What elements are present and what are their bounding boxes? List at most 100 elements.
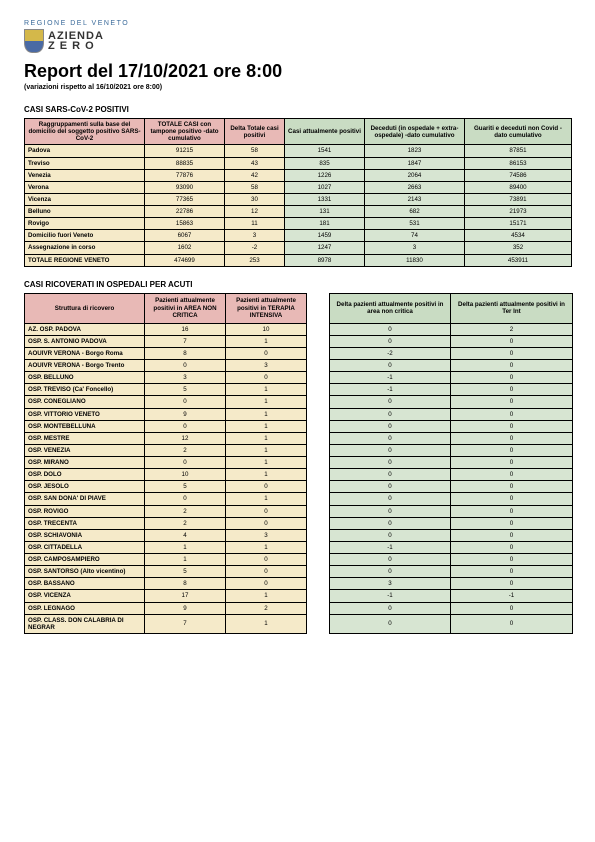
- cell: 8: [145, 347, 226, 359]
- table-row: OSP. JESOLO50: [25, 481, 307, 493]
- cell: 0: [226, 347, 307, 359]
- cell: 9: [145, 602, 226, 614]
- table-header: Delta Totale casi positivi: [225, 119, 285, 145]
- cell: 2143: [365, 193, 465, 205]
- cell: 4534: [465, 230, 572, 242]
- cell: 11: [225, 218, 285, 230]
- section-title-casi-positivi: CASI SARS-CoV-2 POSITIVI: [24, 105, 571, 114]
- table-row: OSP. MESTRE121: [25, 432, 307, 444]
- table-header: Guariti e deceduti non Covid - dato cumu…: [465, 119, 572, 145]
- row-label: Venezia: [25, 169, 145, 181]
- cell: 0: [451, 505, 573, 517]
- cell: 474699: [145, 254, 225, 266]
- cell: 88835: [145, 157, 225, 169]
- cell: 2663: [365, 181, 465, 193]
- cell: 1: [226, 469, 307, 481]
- cell: 86153: [465, 157, 572, 169]
- row-label: AOUIVR VERONA - Borgo Roma: [25, 347, 145, 359]
- cell: -2: [225, 242, 285, 254]
- row-label: OSP. VENEZIA: [25, 444, 145, 456]
- table-row: OSP. VENEZIA21: [25, 444, 307, 456]
- cell: 0: [226, 372, 307, 384]
- row-label: OSP. CONEGLIANO: [25, 396, 145, 408]
- cell: 17: [145, 590, 226, 602]
- table-row: Venezia77876421226206474586: [25, 169, 572, 181]
- table-row: 00: [330, 493, 573, 505]
- table-row: AOUIVR VERONA - Borgo Trento03: [25, 360, 307, 372]
- table-casi-positivi: Raggruppamenti sulla base del domicilio …: [24, 118, 572, 267]
- cell: 5: [145, 481, 226, 493]
- cell: 0: [226, 517, 307, 529]
- cell: 682: [365, 206, 465, 218]
- cell: 1: [226, 541, 307, 553]
- cell: 0: [330, 457, 451, 469]
- cell: 58: [225, 145, 285, 157]
- cell: 1459: [285, 230, 365, 242]
- cell: 3: [365, 242, 465, 254]
- cell: 1: [226, 396, 307, 408]
- cell: 0: [226, 481, 307, 493]
- row-label: Verona: [25, 181, 145, 193]
- cell: 7: [145, 335, 226, 347]
- cell: 1: [226, 420, 307, 432]
- row-label: OSP. MIRANO: [25, 457, 145, 469]
- cell: -1: [330, 590, 451, 602]
- cell: 3: [330, 578, 451, 590]
- table-row: OSP. VICENZA171: [25, 590, 307, 602]
- table-header: Pazienti attualmente positivi in AREA NO…: [145, 293, 226, 323]
- cell: 3: [145, 372, 226, 384]
- cell: 0: [451, 396, 573, 408]
- cell: 0: [330, 493, 451, 505]
- table-row: OSP. CAMPOSAMPIERO10: [25, 554, 307, 566]
- row-label: OSP. LEGNAGO: [25, 602, 145, 614]
- cell: 1: [226, 614, 307, 633]
- page-subtitle: (variazioni rispetto al 16/10/2021 ore 8…: [24, 84, 571, 91]
- cell: 453911: [465, 254, 572, 266]
- cell: 1: [226, 444, 307, 456]
- cell: 0: [451, 457, 573, 469]
- table-header: Deceduti (in ospedale + extra-ospedale) …: [365, 119, 465, 145]
- cell: 3: [226, 529, 307, 541]
- cell: 1027: [285, 181, 365, 193]
- cell: 89400: [465, 181, 572, 193]
- table-header: TOTALE CASI con tampone positivo -dato c…: [145, 119, 225, 145]
- cell: 0: [451, 566, 573, 578]
- table-row: 00: [330, 602, 573, 614]
- cell: 0: [145, 360, 226, 372]
- cell: 93090: [145, 181, 225, 193]
- cell: 1226: [285, 169, 365, 181]
- row-label: Assegnazione in corso: [25, 242, 145, 254]
- table-row: -20: [330, 347, 573, 359]
- table-row: OSP. S. ANTONIO PADOVA71: [25, 335, 307, 347]
- cell: 16: [145, 323, 226, 335]
- table-row: OSP. MIRANO01: [25, 457, 307, 469]
- table-row: OSP. MONTEBELLUNA01: [25, 420, 307, 432]
- row-label: Domicilio fuori Veneto: [25, 230, 145, 242]
- cell: 1247: [285, 242, 365, 254]
- logo-text: AZIENDA Z E R O: [48, 31, 104, 52]
- cell: 0: [226, 566, 307, 578]
- table-row: OSP. ROVIGO20: [25, 505, 307, 517]
- logo: AZIENDA Z E R O: [24, 29, 571, 53]
- cell: 1: [226, 384, 307, 396]
- cell: 10: [145, 469, 226, 481]
- cell: 131: [285, 206, 365, 218]
- cell: 5: [145, 566, 226, 578]
- cell: 74586: [465, 169, 572, 181]
- cell: 12: [225, 206, 285, 218]
- cell: 0: [451, 347, 573, 359]
- cell: 8: [145, 578, 226, 590]
- cell: 0: [330, 408, 451, 420]
- table-row: Vicenza77365301331214373891: [25, 193, 572, 205]
- cell: 30: [225, 193, 285, 205]
- row-label: OSP. ROVIGO: [25, 505, 145, 517]
- cell: 1: [226, 432, 307, 444]
- table-row: 00: [330, 517, 573, 529]
- cell: 0: [330, 396, 451, 408]
- table-row: 00: [330, 420, 573, 432]
- cell: 43: [225, 157, 285, 169]
- cell: 835: [285, 157, 365, 169]
- section-title-ricoverati: CASI RICOVERATI IN OSPEDALI PER ACUTI: [24, 280, 571, 289]
- cell: 10: [226, 323, 307, 335]
- table-header: Delta pazienti attualmente positivi in T…: [451, 293, 573, 323]
